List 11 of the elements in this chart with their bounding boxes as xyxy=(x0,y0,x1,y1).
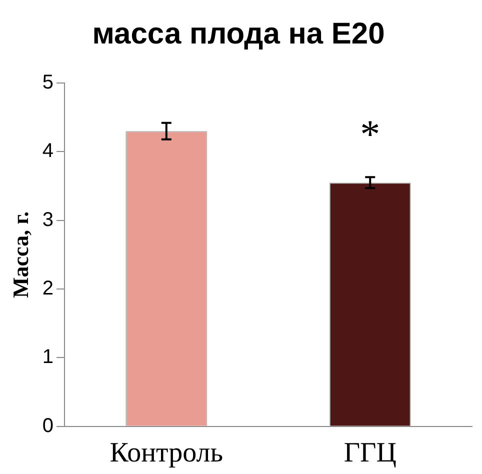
y-tick-label: 5 xyxy=(42,72,54,94)
y-tick-label: 1 xyxy=(42,346,54,368)
y-tick-label: 0 xyxy=(42,414,54,437)
x-tick-label: Контроль xyxy=(110,438,223,469)
annotation: * xyxy=(360,112,380,157)
y-tick-label: 3 xyxy=(42,208,54,231)
x-tick-label: ГГЦ xyxy=(344,438,396,469)
y-tick-label: 2 xyxy=(42,278,54,300)
chart-title: масса плода на Е20 xyxy=(92,17,385,50)
y-axis-title: Масса, г. xyxy=(8,211,33,298)
y-tick-label: 4 xyxy=(42,140,54,162)
